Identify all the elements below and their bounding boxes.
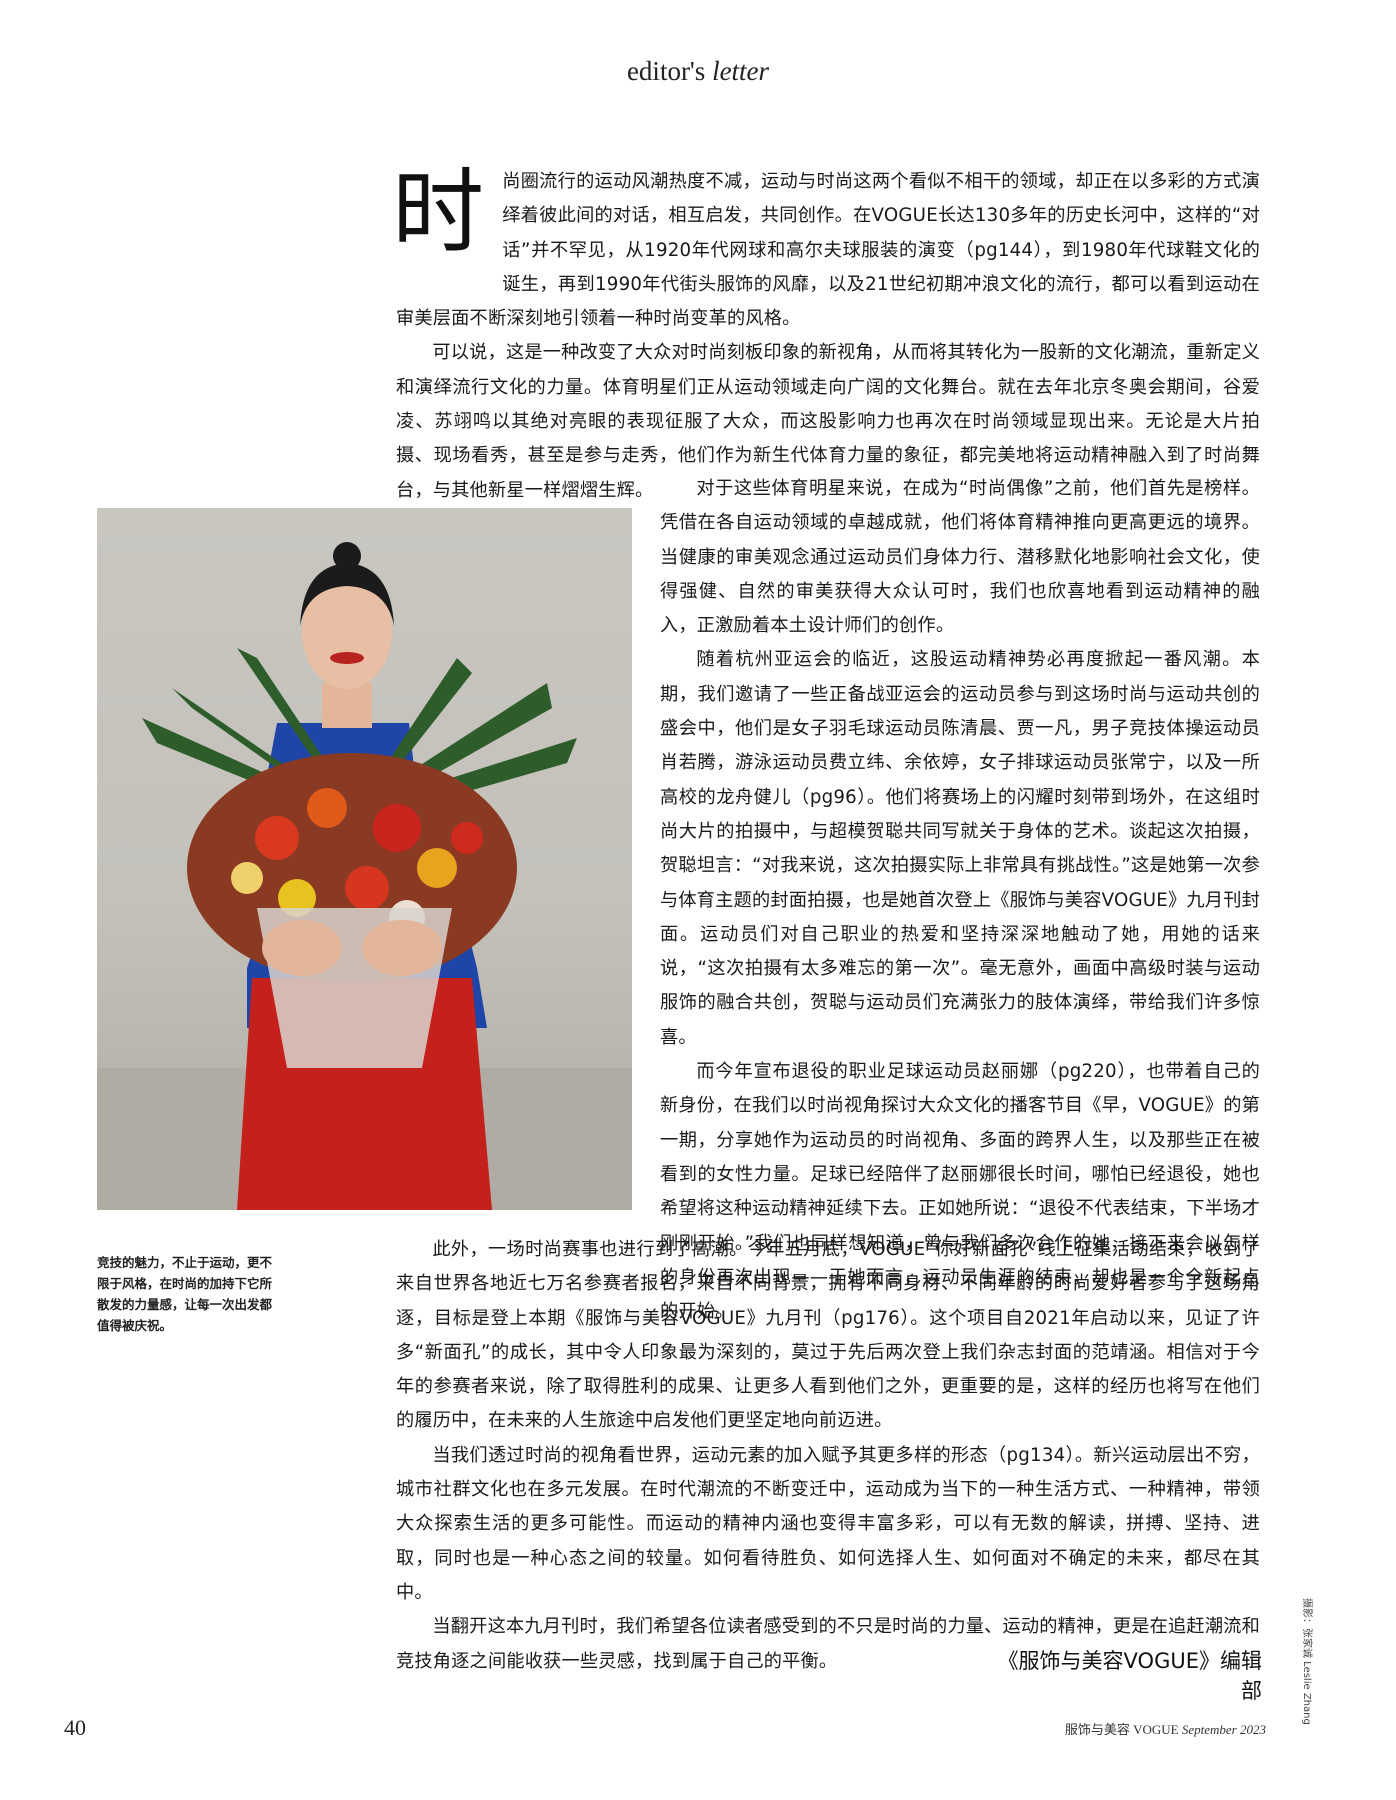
article-paragraph-5: 而今年宣布退役的职业足球运动员赵丽娜（pg220），也带着自己的新身份，在我们以… <box>660 1061 1260 1323</box>
editor-signature: 《服饰与美容VOGUE》编辑部 <box>997 1649 1262 1703</box>
section-header: editor's letter <box>0 56 1396 87</box>
header-title-plain: editor's <box>626 56 706 86</box>
article-paragraph-2: 可以说，这是一种改变了大众对时尚刻板印象的新视角，从而将其转化为一股新的文化潮流… <box>396 342 1260 501</box>
article-paragraph-7: 当我们透过时尚的视角看世界，运动元素的加入赋予其更多样的形态（pg134）。新兴… <box>396 1444 1260 1603</box>
footer-issue: September 2023 <box>1181 1722 1266 1737</box>
article-paragraph-8: 当翻开这本九月刊时，我们希望各位读者感受到的不只是时尚的力量、运动的精神，更是在… <box>396 1616 1260 1672</box>
footer-magazine: 服饰与美容 VOGUE <box>1064 1722 1179 1737</box>
drop-cap: 时 <box>392 159 485 266</box>
article-paragraph-3: 对于这些体育明星来说，在成为“时尚偶像”之前，他们首先是榜样。凭借在各自运动领域… <box>660 478 1260 637</box>
photo-illustration <box>97 542 632 1210</box>
right-hand <box>362 920 442 976</box>
article-bottom-column: 此外，一场时尚赛事也进行到了高潮。今年五月底，VOGUE“你好新面孔”线上征集活… <box>396 1233 1260 1679</box>
page-footer: 服饰与美容 VOGUE September 2023 <box>1065 1719 1266 1738</box>
article-paragraph-1: 时尚圈流行的运动风潮热度不减，运动与时尚这两个看似不相干的领域，却正在以多彩的方… <box>392 165 1260 336</box>
left-hand <box>262 920 342 976</box>
hair <box>300 563 394 626</box>
article-paragraph-4: 随着杭州亚运会的临近，这股运动精神势必再度掀起一番风潮。本期，我们邀请了一些正备… <box>660 649 1260 1048</box>
article-top-column: 时尚圈流行的运动风潮热度不减，运动与时尚这两个看似不相干的领域，却正在以多彩的方… <box>392 165 1260 508</box>
paragraph-1-text: 尚圈流行的运动风潮热度不减，运动与时尚这两个看似不相干的领域，却正在以多彩的方式… <box>396 171 1260 330</box>
cover-photo <box>97 508 632 1210</box>
header-title-italic: letter <box>712 56 770 86</box>
article-right-column: 对于这些体育明星来说，在成为“时尚偶像”之前，他们首先是榜样。凭借在各自运动领域… <box>660 472 1260 1329</box>
neck <box>322 683 372 728</box>
hair-bun <box>333 542 361 570</box>
page-number: 40 <box>64 1715 86 1740</box>
face <box>302 573 392 689</box>
lips <box>330 652 364 664</box>
photo-caption: 竞技的魅力，不止于运动，更不限于风格，在时尚的加持下它所散发的力量感，让每一次出… <box>97 1255 273 1333</box>
article-paragraph-6: 此外，一场时尚赛事也进行到了高潮。今年五月底，VOGUE“你好新面孔”线上征集活… <box>396 1239 1260 1432</box>
photo-credit: 摄影：张家诚 Leslie Zhang <box>1301 1598 1312 1725</box>
